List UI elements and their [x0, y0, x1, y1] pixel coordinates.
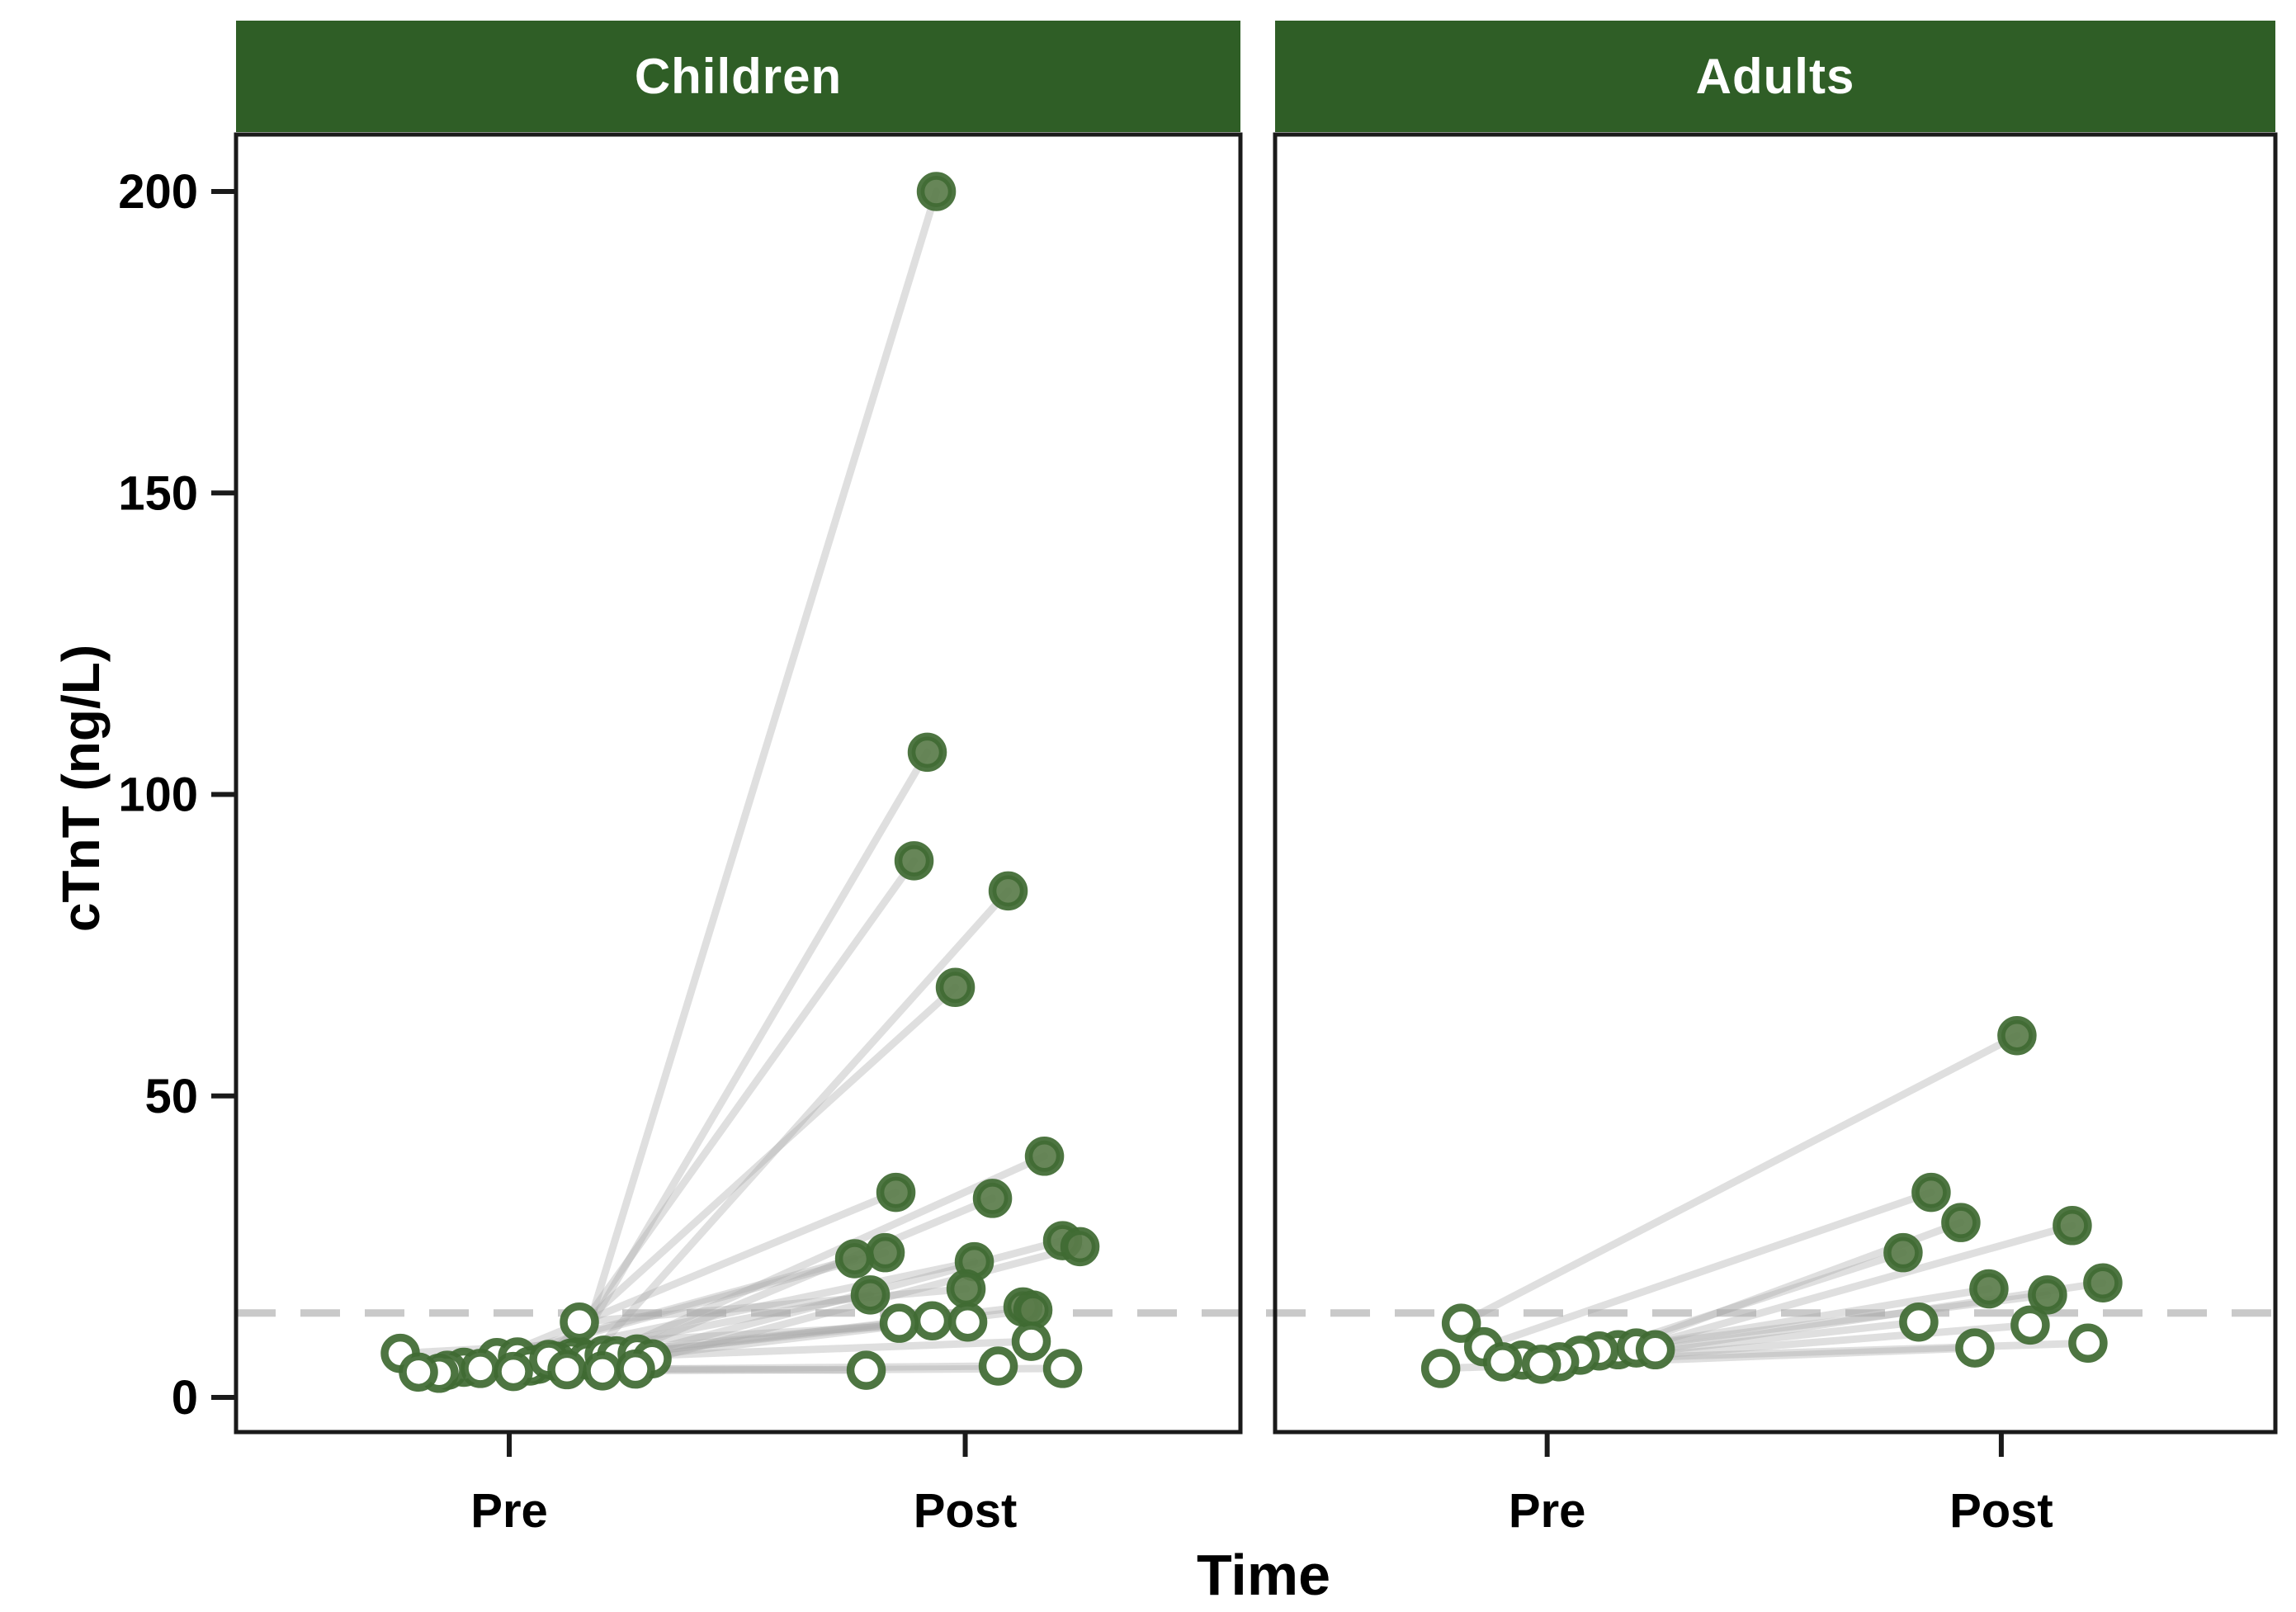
x-tick-label-post: Post: [914, 1484, 1018, 1538]
pair-line: [534, 983, 960, 1369]
data-point-post-filled: [972, 1179, 1013, 1218]
data-point-post-open: [947, 1302, 988, 1342]
data-point-post-open: [1042, 1349, 1083, 1388]
data-point-post-filled: [865, 1232, 905, 1273]
data-point-pre-open: [1521, 1345, 1561, 1384]
data-point-post-filled: [1997, 1015, 2037, 1056]
pair-line: [575, 1285, 971, 1326]
data-point-post-filled: [1013, 1290, 1053, 1330]
y-tick-label: 100: [118, 768, 198, 822]
data-point-post-open: [846, 1350, 886, 1390]
data-point-post-filled: [1941, 1203, 1981, 1242]
data-point-post-filled: [850, 1275, 891, 1315]
data-point-post-open: [2010, 1305, 2050, 1345]
x-tick-label-pre: Pre: [470, 1484, 548, 1538]
data-point-pre-open: [1420, 1349, 1461, 1388]
y-tick-label: 0: [172, 1371, 198, 1425]
pair-line: [552, 857, 919, 1365]
data-point-pre-open: [616, 1349, 655, 1389]
x-axis-title: Time: [1196, 1543, 1331, 1607]
plot-area-children: [236, 135, 1240, 1432]
data-point-post-filled: [1911, 1172, 1951, 1213]
y-axis-title: cTnT (ng/L): [51, 644, 111, 933]
data-point-post-filled: [907, 732, 947, 773]
pair-line: [1632, 1222, 2076, 1352]
data-point-post-filled: [1024, 1137, 1065, 1176]
data-point-post-open: [2068, 1323, 2108, 1364]
data-point-post-open: [912, 1301, 952, 1340]
pair-line: [600, 1152, 1049, 1359]
data-point-post-filled: [1969, 1269, 2009, 1309]
data-point-post-open: [1899, 1302, 1939, 1342]
x-tick-label-pre: Pre: [1509, 1484, 1586, 1538]
data-point-post-filled: [1060, 1227, 1100, 1267]
data-point-post-filled: [876, 1172, 916, 1213]
y-tick-label: 150: [118, 466, 198, 520]
data-point-post-open: [978, 1346, 1018, 1386]
data-point-post-filled: [834, 1239, 875, 1279]
data-point-pre-open: [560, 1302, 599, 1342]
data-point-post-open: [879, 1303, 919, 1343]
data-point-post-filled: [894, 841, 934, 881]
data-point-pre-open: [583, 1351, 622, 1391]
data-point-pre-open: [1635, 1330, 1675, 1370]
pair-line: [583, 886, 1013, 1364]
y-tick-label: 50: [144, 1070, 198, 1123]
panel-header-adults: Adults: [1275, 21, 2275, 132]
data-point-pre-open: [494, 1351, 533, 1392]
data-point-pre-open: [547, 1350, 587, 1390]
x-tick-label-post: Post: [1949, 1484, 2053, 1538]
pair-line: [1457, 1032, 2021, 1327]
data-point-post-filled: [2053, 1206, 2092, 1246]
y-tick-label: 200: [118, 165, 198, 219]
data-point-post-open: [1955, 1328, 1995, 1368]
data-point-pre-open: [399, 1352, 438, 1392]
data-point-pre-open: [461, 1349, 500, 1388]
data-point-post-filled: [1883, 1232, 1923, 1273]
pair-line: [567, 748, 932, 1363]
pair-line: [612, 1194, 997, 1360]
data-point-pre-open: [1441, 1303, 1481, 1343]
pair-line: [631, 1365, 871, 1374]
data-point-post-filled: [988, 871, 1028, 911]
panel-header-adults-label: Adults: [1695, 49, 1855, 104]
data-point-post-filled: [2083, 1263, 2123, 1302]
data-point-post-open: [1011, 1321, 1051, 1361]
panel-border-adults: [1273, 132, 2278, 1435]
pair-line: [1480, 1189, 1935, 1351]
panel-border-children: [234, 132, 1243, 1435]
data-point-pre-open: [1482, 1342, 1523, 1382]
data-point-post-filled: [2028, 1275, 2067, 1315]
data-point-post-filled: [916, 172, 957, 211]
panel-header-children-label: Children: [634, 49, 843, 104]
plot-area-adults: [1275, 135, 2275, 1432]
pair-line: [575, 187, 941, 1360]
data-point-post-filled: [946, 1269, 986, 1309]
data-point-post-filled: [935, 967, 976, 1008]
panel-header-children: Children: [236, 21, 1240, 132]
